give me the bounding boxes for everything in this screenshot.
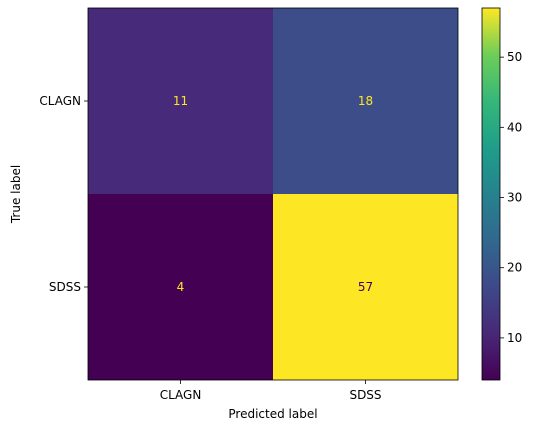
heatmap-cell bbox=[88, 8, 273, 194]
colorbar-tick-label: 40 bbox=[507, 120, 522, 134]
x-tick-label: CLAGN bbox=[160, 388, 202, 402]
x-axis-title: Predicted label bbox=[228, 407, 317, 421]
x-axis: CLAGN SDSS bbox=[160, 380, 382, 402]
x-tick-label: SDSS bbox=[349, 388, 381, 402]
colorbar-tick-label: 20 bbox=[507, 261, 522, 275]
cell-value-label: 4 bbox=[177, 280, 185, 294]
heatmap-cell bbox=[273, 194, 458, 380]
y-axis-title: True label bbox=[9, 165, 23, 224]
colorbar: 10 20 30 40 50 bbox=[481, 7, 522, 381]
colorbar-tick-label: 50 bbox=[507, 50, 522, 64]
heatmap-cell bbox=[88, 194, 273, 380]
colorbar-gradient bbox=[482, 8, 500, 380]
heatmap-cell bbox=[273, 8, 458, 194]
colorbar-frame bbox=[481, 7, 501, 381]
y-tick-label: SDSS bbox=[49, 280, 81, 294]
colorbar-ticks: 10 20 30 40 50 bbox=[500, 50, 522, 345]
colorbar-tick-label: 10 bbox=[507, 331, 522, 345]
y-tick-label: CLAGN bbox=[39, 94, 81, 108]
y-axis: CLAGN SDSS bbox=[39, 94, 88, 294]
plot-frame bbox=[87, 7, 459, 381]
colorbar-tick-label: 30 bbox=[507, 191, 522, 205]
cell-value-label: 11 bbox=[173, 94, 188, 108]
heatmap-cells: 11 18 4 57 bbox=[88, 8, 458, 380]
cell-value-label: 18 bbox=[358, 94, 373, 108]
cell-value-label: 57 bbox=[358, 280, 373, 294]
